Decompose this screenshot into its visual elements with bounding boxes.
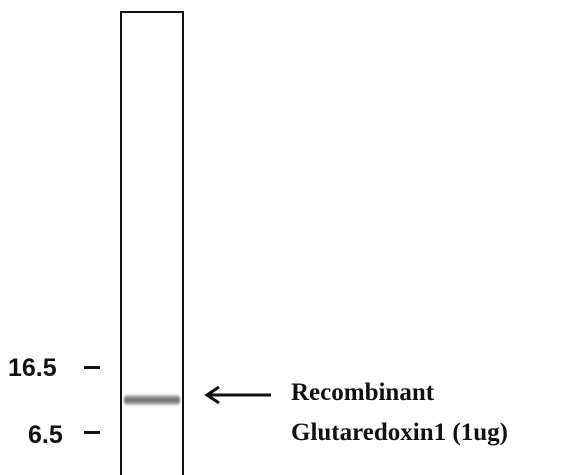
gel-lane: [120, 11, 184, 475]
protein-band: [124, 395, 180, 405]
marker-tick-6-5: [84, 431, 100, 434]
marker-label-6-5: 6.5: [28, 421, 63, 449]
band-label-line2: Glutaredoxin1 (1ug): [291, 419, 508, 446]
marker-tick-16-5: [84, 366, 100, 369]
left-arrow-icon: [204, 385, 271, 405]
band-label-line1: Recombinant: [291, 379, 435, 406]
marker-label-16-5: 16.5: [8, 354, 57, 382]
